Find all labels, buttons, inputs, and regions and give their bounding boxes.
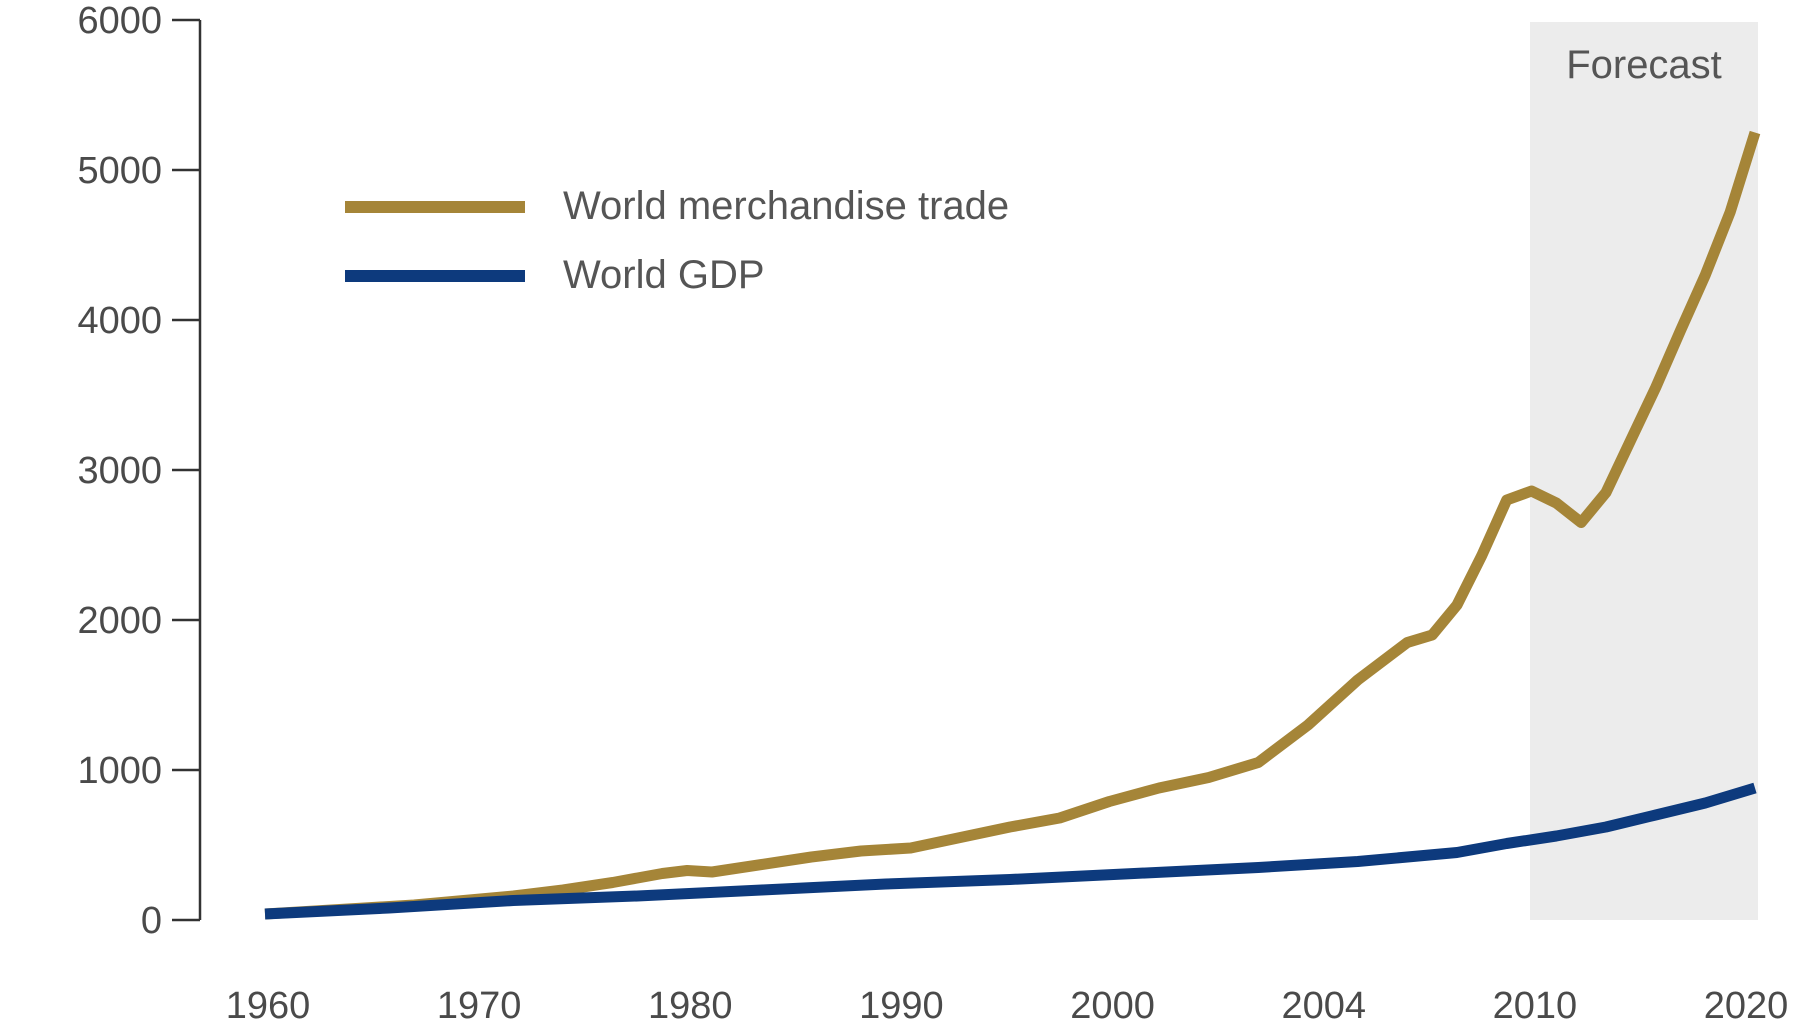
legend: World merchandise trade World GDP — [345, 184, 1009, 297]
legend-label-gdp: World GDP — [563, 253, 765, 297]
x-tick-label: 1980 — [648, 985, 733, 1027]
x-tick-label: 2004 — [1281, 985, 1366, 1027]
y-tick-label: 6000 — [77, 0, 162, 42]
y-tick-label: 2000 — [77, 600, 162, 642]
y-tick-label: 5000 — [77, 150, 162, 192]
x-tick-label: 1990 — [859, 985, 944, 1027]
series-line-trade — [264, 130, 1761, 920]
x-tick-label: 1970 — [437, 985, 522, 1027]
x-tick-label: 1960 — [226, 985, 311, 1027]
x-tick-label: 2010 — [1493, 985, 1578, 1027]
plot-series — [264, 130, 1761, 920]
forecast-band — [1530, 22, 1758, 920]
x-axis: 1960 1970 1980 1990 2000 2004 2010 2020 — [226, 985, 1789, 1027]
legend-label-trade: World merchandise trade — [563, 184, 1009, 228]
y-tick-label: 4000 — [77, 300, 162, 342]
x-tick-label: 2020 — [1704, 985, 1789, 1027]
y-tick-label: 0 — [141, 900, 162, 942]
y-axis: 0 1000 2000 3000 4000 5000 6000 — [77, 0, 200, 942]
series-line-gdp — [264, 782, 1757, 920]
y-tick-label: 1000 — [77, 750, 162, 792]
forecast-label: Forecast — [1566, 43, 1722, 87]
y-tick-label: 3000 — [77, 450, 162, 492]
x-tick-label: 2000 — [1070, 985, 1155, 1027]
